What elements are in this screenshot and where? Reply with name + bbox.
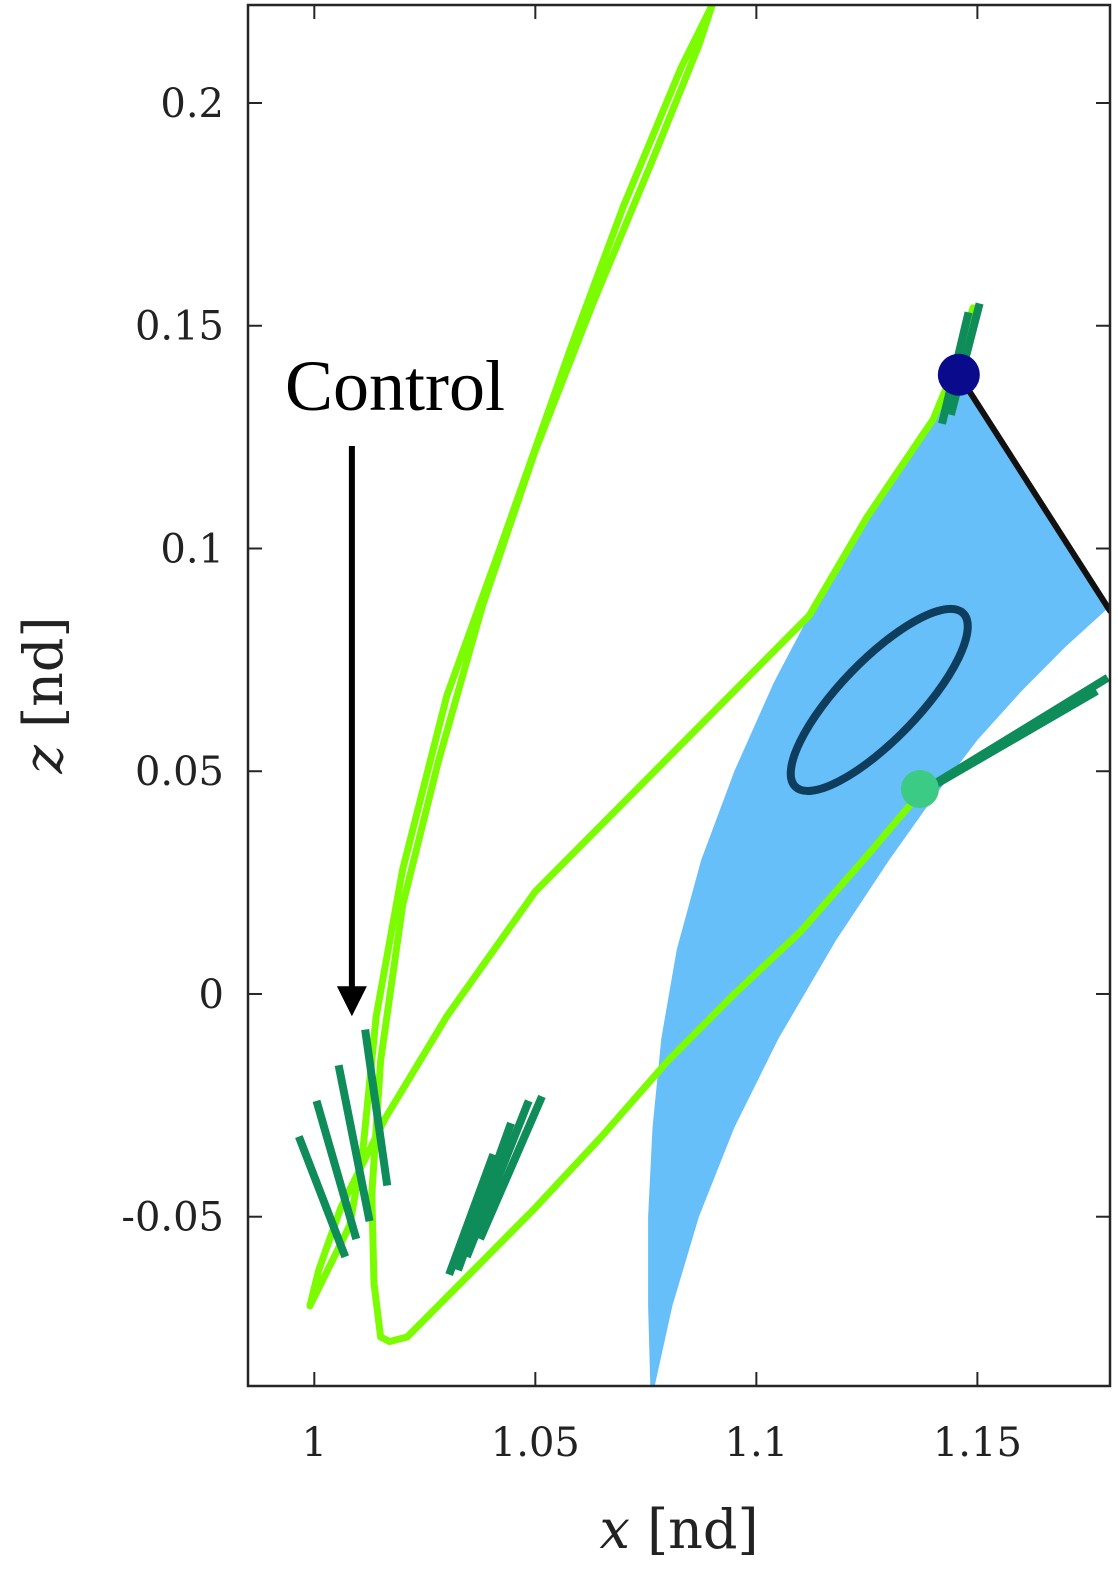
axes-box xyxy=(246,3,1112,1388)
x-tick-label-2: 1.05 xyxy=(491,1420,580,1466)
manifold-region xyxy=(648,379,1110,1386)
y-tick-label-3: 0.05 xyxy=(135,749,224,795)
y-tick-label-6: 0.2 xyxy=(160,81,224,127)
control-segment-6 xyxy=(454,1121,515,1272)
tick-marks xyxy=(248,5,1110,1386)
control-segment-10 xyxy=(931,674,1110,789)
arrival-point xyxy=(900,770,939,809)
manifold-edge-segment xyxy=(955,371,1110,614)
control-annotation-label: Control xyxy=(285,346,505,426)
x-axis-unit: [nd] xyxy=(630,1498,759,1561)
y-axis-unit: [nd] xyxy=(12,616,75,745)
y-tick-label-1: -0.05 xyxy=(121,1195,224,1241)
control-segment-8 xyxy=(476,1094,546,1241)
control-segment-2 xyxy=(312,1099,361,1241)
plot-area xyxy=(295,5,1110,1386)
x-tick-label-1: 1 xyxy=(302,1420,327,1466)
y-axis-variable: z xyxy=(12,745,75,775)
control-segment-1 xyxy=(295,1135,349,1259)
y-axis-label: z [nd] xyxy=(12,616,75,774)
transfer-trajectory xyxy=(306,5,977,1345)
x-tick-label-4: 1.15 xyxy=(933,1420,1022,1466)
annotation-layer: Control xyxy=(285,346,505,1017)
periodic-orbit xyxy=(786,604,972,795)
control-arrow-head xyxy=(336,986,367,1017)
tick-labels: 1 1.05 1.1 1.15 -0.05 0 0.05 0.1 0.15 0.2 xyxy=(121,81,1021,1466)
x-axis-variable: x xyxy=(599,1498,629,1561)
x-axis-label: x [nd] xyxy=(599,1498,758,1561)
control-segment-3 xyxy=(334,1064,374,1222)
departure-point xyxy=(937,353,980,396)
x-tick-label-3: 1.1 xyxy=(725,1420,789,1466)
control-segment-5 xyxy=(445,1152,498,1277)
control-segment-4 xyxy=(361,1029,392,1187)
y-tick-label-2: 0 xyxy=(199,972,224,1018)
y-tick-label-4: 0.1 xyxy=(160,526,224,572)
control-segment-7 xyxy=(463,1099,533,1259)
y-tick-label-5: 0.15 xyxy=(135,304,224,350)
